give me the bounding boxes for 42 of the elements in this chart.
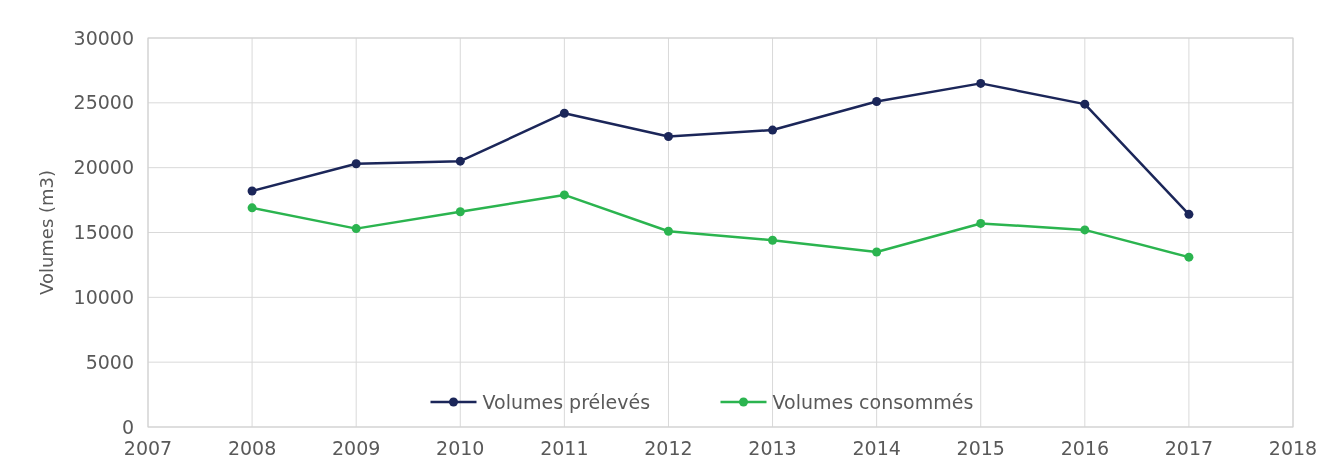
legend-label: Volumes prélevés [482, 390, 651, 413]
x-tick-label: 2013 [748, 437, 797, 459]
point [1080, 225, 1090, 235]
point [976, 78, 986, 88]
point [872, 247, 882, 257]
x-tick-label: 2018 [1268, 437, 1318, 459]
x-tick-label: 2008 [227, 437, 277, 459]
y-tick-label: 10000 [73, 285, 134, 308]
y-tick-label: 30000 [73, 26, 134, 49]
x-tick-label: 2011 [540, 437, 589, 459]
point [768, 235, 778, 245]
point [559, 190, 569, 200]
point [976, 218, 986, 228]
point [663, 132, 673, 142]
point [1184, 209, 1194, 219]
y-tick-label: 25000 [73, 91, 134, 114]
point [247, 186, 257, 196]
x-tick-label: 2012 [644, 437, 693, 459]
point [1184, 252, 1194, 262]
point [455, 207, 465, 217]
x-tick-label: 2015 [956, 437, 1005, 459]
x-tick-label: 2010 [436, 437, 485, 459]
point [872, 97, 882, 107]
y-tick-label: 20000 [73, 156, 134, 179]
x-tick-label: 2017 [1164, 437, 1214, 459]
x-tick-label: 2016 [1060, 437, 1109, 459]
x-tick-label: 2007 [123, 437, 173, 459]
point [663, 226, 673, 236]
point [351, 224, 361, 234]
point [768, 125, 778, 135]
legend-label: Volumes consommés [772, 390, 974, 413]
point [455, 156, 465, 166]
y-axis-title: Volumes (m3) [36, 169, 57, 296]
x-tick-label: 2014 [852, 437, 901, 459]
x-tick-label: 2009 [332, 437, 381, 459]
point [559, 108, 569, 118]
y-tick-label: 5000 [85, 350, 134, 373]
point [351, 159, 361, 169]
y-tick-label: 15000 [73, 221, 134, 244]
point [247, 203, 257, 213]
point [1080, 99, 1090, 109]
y-tick-label: 0 [121, 415, 134, 438]
